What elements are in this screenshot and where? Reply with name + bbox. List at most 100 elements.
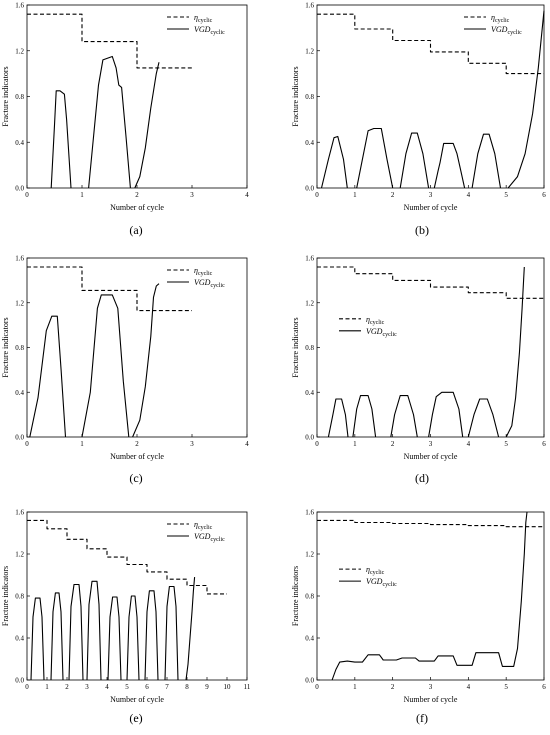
eta-cyclic-line xyxy=(27,519,227,595)
x-tick-label: 4 xyxy=(467,440,471,448)
x-tick-label: 0 xyxy=(25,440,29,448)
x-tick-label: 6 xyxy=(542,683,546,691)
x-tick-label: 3 xyxy=(429,191,433,199)
y-axis-title: Fracture indicators xyxy=(291,566,300,626)
y-tick-label: 1.2 xyxy=(305,551,314,559)
y-tick-label: 1.6 xyxy=(15,2,24,10)
vgd-cyclic-segment-2 xyxy=(352,395,377,438)
y-tick-label: 0.4 xyxy=(15,389,24,397)
y-tick-label: 0.4 xyxy=(305,635,314,643)
panel-d: 0 1 2 3 4 5 6 0.0 0.4 0.8 1.2 1.6 Number of cycle Fra… xyxy=(291,255,546,486)
vgd-cyclic-segment-1 xyxy=(29,315,67,438)
y-tick-label: 0.8 xyxy=(15,93,24,101)
plot-frame xyxy=(316,511,545,681)
x-axis-title: Number of cycle xyxy=(110,203,164,212)
x-tick-label: 0 xyxy=(315,191,319,199)
x-tick-label: 4 xyxy=(245,191,249,199)
legend-label-vgd: VGDcyclic xyxy=(491,25,522,36)
x-tick-label: 7 xyxy=(165,683,169,691)
vgd-cyclic-segment-5 xyxy=(107,596,122,681)
vgd-cyclic-segment-1 xyxy=(30,597,45,681)
x-tick-label: 2 xyxy=(135,191,139,199)
legend-label-eta: ηcyclic xyxy=(366,315,385,326)
x-tick-label: 1 xyxy=(80,440,84,448)
eta-cyclic-line xyxy=(27,266,192,312)
x-tick-label: 4 xyxy=(467,683,471,691)
panel-label: (b) xyxy=(415,223,429,237)
y-tick-label: 0.8 xyxy=(305,93,314,101)
y-tick-label: 1.2 xyxy=(15,551,24,559)
panel-f: 0 1 2 3 4 5 6 0.0 0.4 0.8 1.2 1.6 Number of cycle Fra… xyxy=(291,509,546,726)
legend-label-vgd: VGDcyclic xyxy=(194,532,225,543)
panel-a: 0 1 2 3 4 0.0 0.4 0.8 1.2 1.6 Number of cycle Fract… xyxy=(1,2,249,238)
vgd-cyclic-segment-2 xyxy=(88,55,131,189)
x-tick-label: 3 xyxy=(85,683,89,691)
vgd-cyclic-segment-2 xyxy=(81,294,130,438)
vgd-cyclic-segment-3 xyxy=(390,395,418,438)
legend-label-vgd: VGDcyclic xyxy=(194,278,225,289)
x-tick-label: 1 xyxy=(45,683,49,691)
y-tick-label: 0.8 xyxy=(15,344,24,352)
y-axis-title: Fracture indicators xyxy=(291,317,300,377)
vgd-cyclic-segment-2 xyxy=(50,592,64,681)
x-tick-label: 9 xyxy=(205,683,209,691)
x-tick-label: 4 xyxy=(467,191,471,199)
x-tick-label: 10 xyxy=(224,683,232,691)
legend-label-vgd: VGDcyclic xyxy=(366,577,397,588)
legend-label-eta: ηcyclic xyxy=(194,520,213,531)
y-tick-label: 0.0 xyxy=(15,185,24,193)
x-tick-label: 3 xyxy=(429,683,433,691)
y-tick-label: 0.8 xyxy=(15,593,24,601)
panel-e: 0 1 2 3 4 5 6 7 8 9 10 11 0.0 0.4 0.8 1.2 1.6 Number of c… xyxy=(1,509,251,726)
vgd-cyclic-segment-1 xyxy=(320,135,348,189)
y-tick-label: 1.6 xyxy=(15,255,24,263)
x-tick-label: 4 xyxy=(245,440,249,448)
x-tick-label: 8 xyxy=(185,683,189,691)
y-tick-label: 0.4 xyxy=(15,635,24,643)
eta-cyclic-line xyxy=(317,266,544,299)
x-tick-label: 5 xyxy=(125,683,129,691)
y-tick-label: 1.2 xyxy=(305,47,314,55)
eta-cyclic-line xyxy=(317,13,544,75)
y-tick-label: 1.6 xyxy=(305,509,314,517)
y-axis-title: Fracture indicators xyxy=(1,66,10,126)
y-axis-title: Fracture indicators xyxy=(1,317,10,377)
x-tick-label: 0 xyxy=(25,683,29,691)
x-tick-label: 5 xyxy=(504,683,508,691)
vgd-cyclic-segment-5 xyxy=(467,398,500,438)
x-tick-label: 3 xyxy=(190,191,194,199)
x-tick-label: 2 xyxy=(391,440,395,448)
panel-label: (a) xyxy=(129,223,142,237)
x-tick-label: 5 xyxy=(504,440,508,448)
x-axis-title: Number of cycle xyxy=(110,695,164,704)
vgd-cyclic-segment-4 xyxy=(86,580,102,681)
vgd-cyclic-segment-8 xyxy=(164,585,179,681)
vgd-cyclic-segment-1 xyxy=(327,398,349,438)
vgd-cyclic-segment-1 xyxy=(50,90,72,189)
x-tick-label: 11 xyxy=(244,683,251,691)
y-tick-label: 0.0 xyxy=(305,677,314,685)
vgd-cyclic-segment-9 xyxy=(185,577,196,681)
x-tick-label: 6 xyxy=(542,440,546,448)
eta-cyclic-line xyxy=(317,519,544,528)
y-tick-label: 1.6 xyxy=(15,509,24,517)
legend-label-eta: ηcyclic xyxy=(366,565,385,576)
y-tick-label: 0.0 xyxy=(305,434,314,442)
x-tick-label: 2 xyxy=(391,683,395,691)
x-tick-label: 4 xyxy=(105,683,109,691)
x-tick-label: 1 xyxy=(353,440,357,448)
panel-label: (f) xyxy=(416,711,428,725)
x-tick-label: 1 xyxy=(353,191,357,199)
x-tick-label: 1 xyxy=(353,683,357,691)
x-tick-label: 0 xyxy=(25,191,29,199)
x-axis-title: Number of cycle xyxy=(110,452,164,461)
panel-label: (e) xyxy=(129,711,142,725)
vgd-cyclic-segment-6 xyxy=(126,595,140,681)
legend-label-vgd: VGDcyclic xyxy=(194,25,225,36)
x-axis-title: Number of cycle xyxy=(404,452,458,461)
vgd-cyclic-segment-3 xyxy=(68,583,84,681)
